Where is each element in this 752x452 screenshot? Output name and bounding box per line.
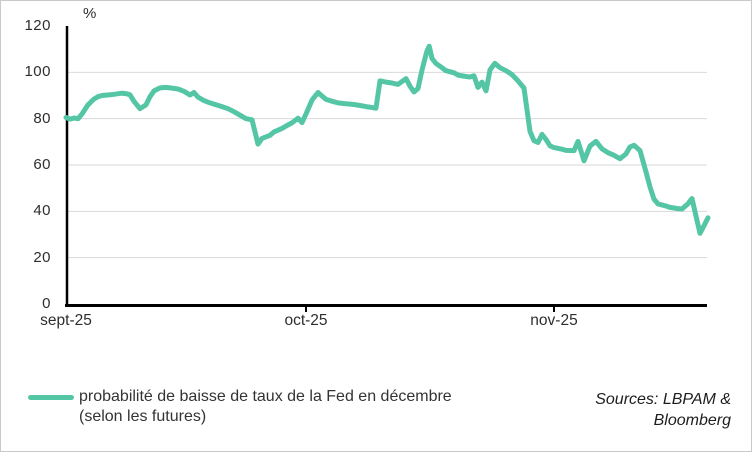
- y-axis-tick-label: 0: [42, 295, 51, 312]
- y-axis-tick-label: 20: [33, 248, 51, 266]
- y-axis-tick-label: 40: [33, 202, 51, 220]
- sources-text: Sources: LBPAM & Bloomberg: [595, 389, 731, 431]
- sources-line1: Sources: LBPAM &: [595, 391, 731, 408]
- y-axis-unit-label: %: [83, 5, 97, 22]
- legend: probabilité de baisse de taux de la Fed …: [28, 387, 452, 427]
- y-axis-tick-label: 80: [33, 109, 51, 127]
- legend-label-line2: (selon les futures): [79, 408, 207, 425]
- legend-label: probabilité de baisse de taux de la Fed …: [79, 387, 452, 427]
- x-axis-tick-label: sept-25: [40, 312, 92, 329]
- legend-label-line1: probabilité de baisse de taux de la Fed …: [79, 388, 452, 405]
- x-axis-tick-label: nov-25: [530, 312, 578, 329]
- y-axis-tick-label: 120: [24, 17, 51, 34]
- legend-line-swatch: [28, 395, 74, 400]
- sources-line2: Bloomberg: [653, 412, 731, 429]
- y-axis-tick-label: 100: [24, 63, 51, 81]
- y-axis-tick-label: 60: [33, 156, 51, 173]
- fed-cut-probability-line: [63, 43, 711, 236]
- x-axis-tick-label: oct-25: [284, 312, 328, 329]
